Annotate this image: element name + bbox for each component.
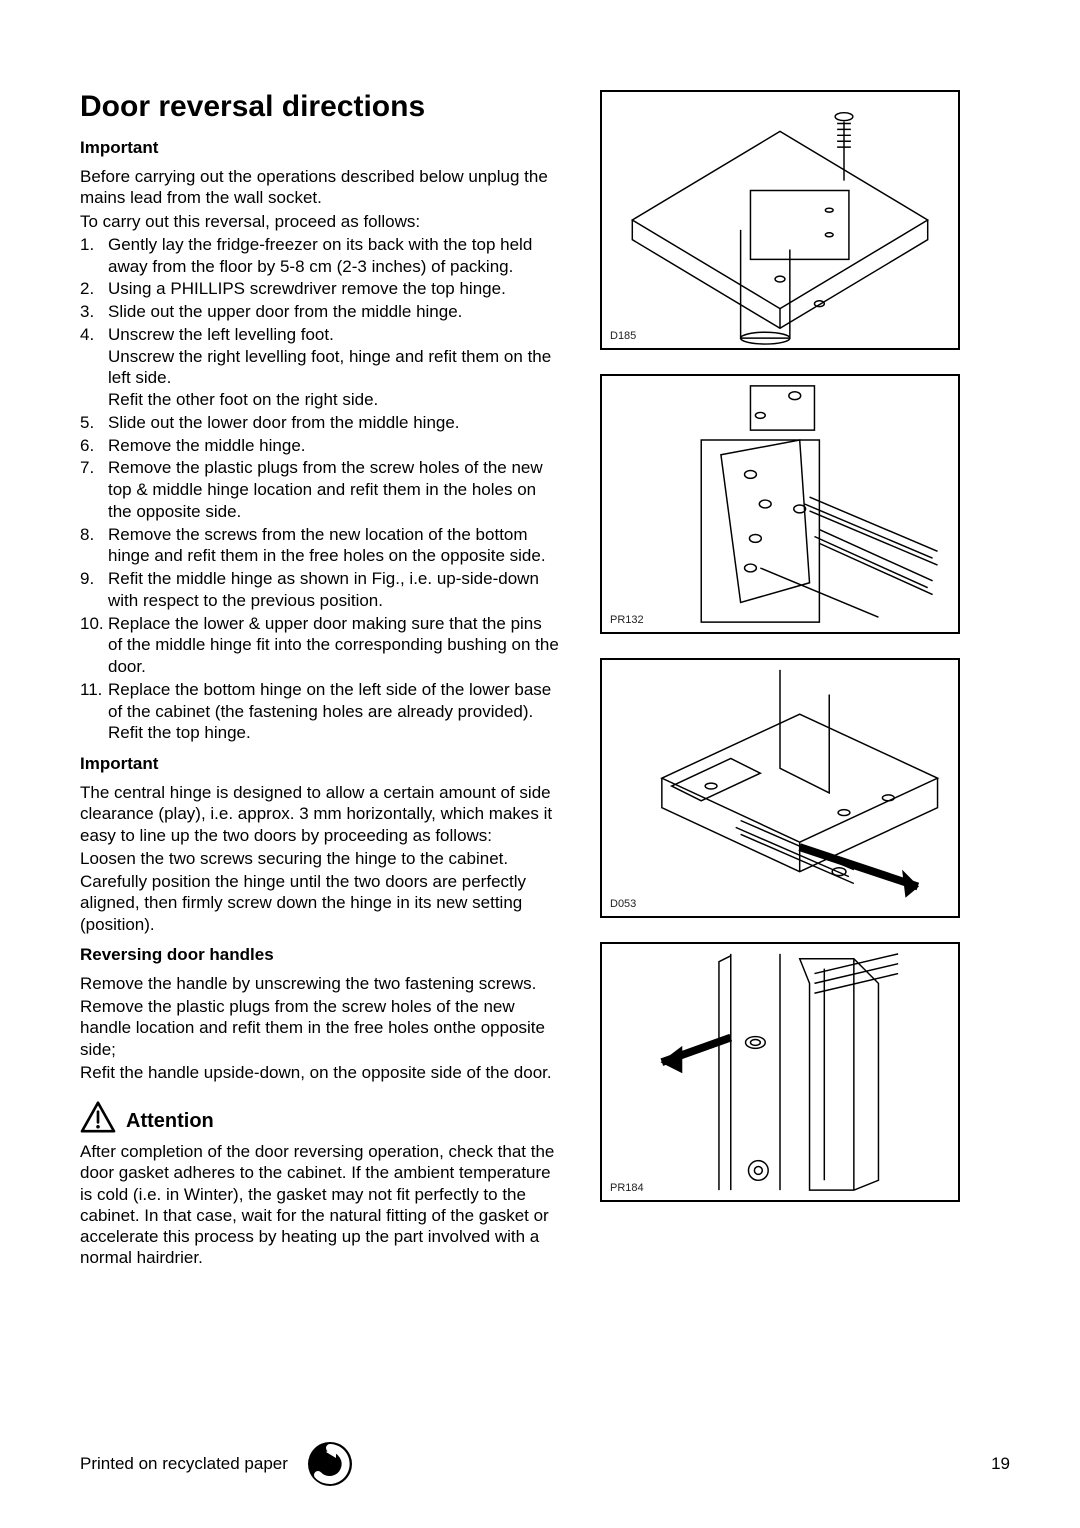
step-item: 5. Slide out the lower door from the midd… [80,412,560,434]
step-item: 8. Remove the screws from the new locatio… [80,524,560,568]
page: Door reversal directions Important Befor… [0,0,1080,1528]
step-item: 10.Replace the lower & upper door making… [80,613,560,678]
step-text: Remove the middle hinge. [108,435,560,457]
step-item: 4. Unscrew the left levelling foot.Unscre… [80,324,560,411]
right-column: D185 [600,90,1000,1271]
diagram-label: D053 [610,898,636,910]
step-item: 11. Replace the bottom hinge on the left … [80,679,560,744]
important2-line: The central hinge is designed to allow a… [80,782,560,846]
diagram-middle-hinge: PR132 [600,374,960,634]
diagram-middle-hinge-svg [602,376,958,632]
step-item: 7. Remove the plastic plugs from the scre… [80,457,560,522]
step-text: Replace the bottom hinge on the left sid… [108,679,560,744]
step-number: 11. [80,679,102,701]
step-number: 10. [80,613,104,635]
footer-text: Printed on recyclated paper [80,1454,288,1474]
intro-line-1: Before carrying out the operations descr… [80,166,560,209]
step-number: 4. [80,324,94,346]
recycle-icon [306,1440,354,1488]
step-number: 1. [80,234,94,256]
reversing-handles-line: Remove the plastic plugs from the screw … [80,996,560,1060]
step-text: Slide out the upper door from the middle… [108,301,560,323]
footer-left: Printed on recyclated paper [80,1440,354,1488]
reversing-handles-label: Reversing door handles [80,945,560,965]
step-text: Using a PHILLIPS screwdriver remove the … [108,278,560,300]
step-number: 8. [80,524,94,546]
step-text: Slide out the lower door from the middle… [108,412,560,434]
steps-list: 1. Gently lay the fridge-freezer on its b… [80,234,560,744]
important2-line: Carefully position the hinge until the t… [80,871,560,935]
diagram-handle: PR184 [600,942,960,1202]
page-footer: Printed on recyclated paper 19 [80,1440,1010,1488]
diagram-top-hinge-svg [602,92,958,348]
diagram-top-hinge: D185 [600,90,960,350]
step-number: 5. [80,412,94,434]
step-number: 3. [80,301,94,323]
diagram-bottom-hinge-svg [602,660,958,916]
reversing-handles-line: Refit the handle upside-down, on the opp… [80,1062,560,1083]
step-item: 1. Gently lay the fridge-freezer on its b… [80,234,560,278]
step-number: 7. [80,457,94,479]
step-text: Unscrew the left levelling foot.Unscrew … [108,324,560,411]
left-column: Door reversal directions Important Befor… [80,90,560,1271]
step-text: Refit the middle hinge as shown in Fig.,… [108,568,560,612]
intro-line-2: To carry out this reversal, proceed as f… [80,211,560,232]
attention-label: Attention [126,1110,214,1133]
diagram-label: D185 [610,330,636,342]
step-text: Remove the plastic plugs from the screw … [108,457,560,522]
step-text: Gently lay the fridge-freezer on its bac… [108,234,560,278]
diagram-label: PR184 [610,1182,644,1194]
step-item: 6. Remove the middle hinge. [80,435,560,457]
content-columns: Door reversal directions Important Befor… [80,90,1010,1271]
important2-line: Loosen the two screws securing the hinge… [80,848,560,869]
diagram-handle-svg [602,944,958,1200]
diagram-label: PR132 [610,614,644,626]
page-number: 19 [991,1454,1010,1474]
attention-text: After completion of the door reversing o… [80,1141,560,1269]
step-number: 6. [80,435,94,457]
important-label-1: Important [80,138,560,158]
warning-triangle-icon [80,1101,116,1133]
step-text: Remove the screws from the new location … [108,524,560,568]
reversing-handles-line: Remove the handle by unscrewing the two … [80,973,560,994]
diagram-bottom-hinge: D053 [600,658,960,918]
step-item: 2. Using a PHILLIPS screwdriver remove th… [80,278,560,300]
step-number: 2. [80,278,94,300]
page-title: Door reversal directions [80,90,560,124]
attention-heading: Attention [80,1101,560,1133]
step-number: 9. [80,568,94,590]
step-item: 9. Refit the middle hinge as shown in Fig… [80,568,560,612]
important-label-2: Important [80,754,560,774]
step-item: 3. Slide out the upper door from the midd… [80,301,560,323]
step-text: Replace the lower & upper door making su… [108,613,560,678]
